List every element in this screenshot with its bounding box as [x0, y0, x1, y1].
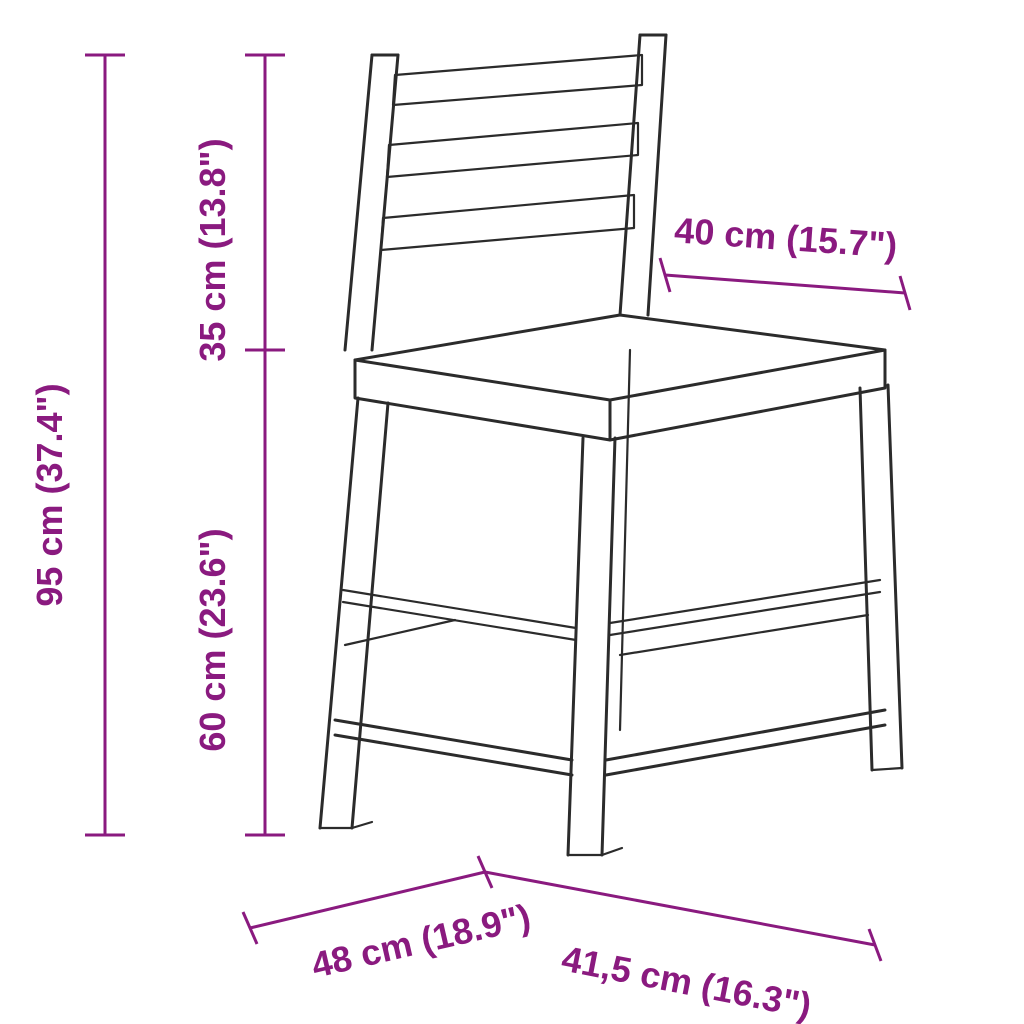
chair-drawing — [320, 35, 902, 855]
dim-base-depth: 48 cm (18.9") — [243, 856, 534, 986]
dim-base-width-label: 41,5 cm (16.3") — [558, 938, 814, 1024]
dim-seat-depth-label: 40 cm (15.7") — [673, 209, 899, 265]
dim-back-height-label: 35 cm (13.8") — [192, 138, 233, 361]
dimensions: 95 cm (37.4") 35 cm (13.8") 60 cm (23.6"… — [29, 55, 910, 1024]
dimension-diagram: 95 cm (37.4") 35 cm (13.8") 60 cm (23.6"… — [0, 0, 1024, 1024]
dim-total-height: 95 cm (37.4") — [29, 55, 125, 835]
dim-seat-depth: 40 cm (15.7") — [660, 209, 910, 310]
dim-seat-height: 60 cm (23.6") — [192, 350, 285, 835]
dim-seat-height-label: 60 cm (23.6") — [192, 528, 233, 751]
dim-total-height-label: 95 cm (37.4") — [29, 383, 70, 606]
dim-back-height: 35 cm (13.8") — [192, 55, 285, 362]
dim-base-depth-label: 48 cm (18.9") — [308, 896, 535, 986]
dim-base-width: 41,5 cm (16.3") — [485, 872, 881, 1024]
